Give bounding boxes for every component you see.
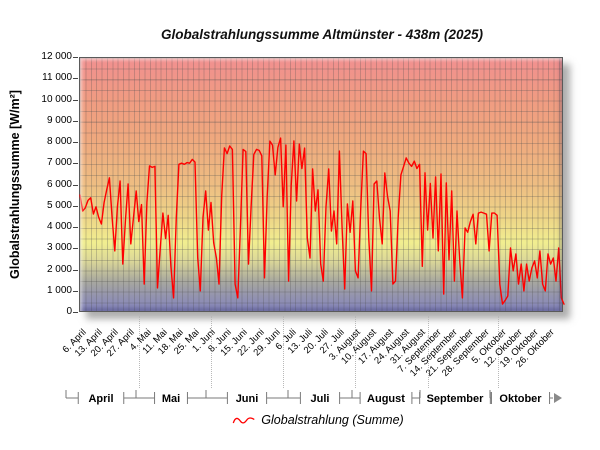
y-tick-label: 6 000 [46,178,72,190]
month-separator [139,316,140,388]
month-separator [211,316,212,388]
y-tick-label: 5 000 [46,199,72,211]
month-label: Oktober [499,393,542,405]
y-tick-mark [73,205,78,207]
y-tick-label: 7 000 [46,157,72,169]
y-tick-mark [73,290,78,292]
month-separator [355,316,356,388]
y-tick-mark [73,120,78,122]
month-separator [428,316,429,388]
pan-right-arrow-icon[interactable] [554,393,562,403]
y-tick-mark [73,248,78,250]
y-tick-mark [73,312,78,313]
plot-area [79,57,565,312]
y-tick-label: 0 [66,306,72,317]
month-label: Mai [162,393,180,405]
y-tick-label: 9 000 [46,114,72,126]
legend-label: Globalstrahlung (Summe) [261,413,404,427]
y-tick-mark [73,142,78,143]
month-label: September [427,393,485,405]
data-line-globalstrahlung [79,137,565,305]
legend: Globalstrahlung (Summe) [232,413,404,427]
month-separator [283,316,284,388]
month-label: August [367,393,405,405]
y-tick-label: 3 000 [46,242,72,254]
legend-line-icon [232,416,255,424]
month-label: April [88,393,113,405]
y-tick-mark [73,163,78,165]
y-tick-label: 4 000 [46,221,72,232]
y-tick-label: 8 000 [46,136,72,147]
y-tick-mark [73,57,78,58]
month-label: Juli [311,393,330,405]
chart-title: Globalstrahlungssumme Altmünster - 438m … [160,27,484,42]
y-tick-mark [73,78,78,80]
y-tick-label: 11 000 [42,72,72,84]
y-tick-label: 1 000 [46,284,72,296]
month-label: Juni [236,393,259,405]
y-tick-mark [73,227,78,228]
y-tick-label: 10 000 [41,93,72,105]
y-tick-label: 12 000 [41,51,72,62]
y-tick-mark [73,269,78,271]
y-tick-label: 2 000 [46,263,72,275]
y-tick-mark [73,184,78,186]
data-line-layer [79,137,565,305]
month-separator [498,316,499,388]
month-band: April Mai Juni Juli August September Oktober [65,390,562,405]
y-tick-mark [73,99,78,101]
